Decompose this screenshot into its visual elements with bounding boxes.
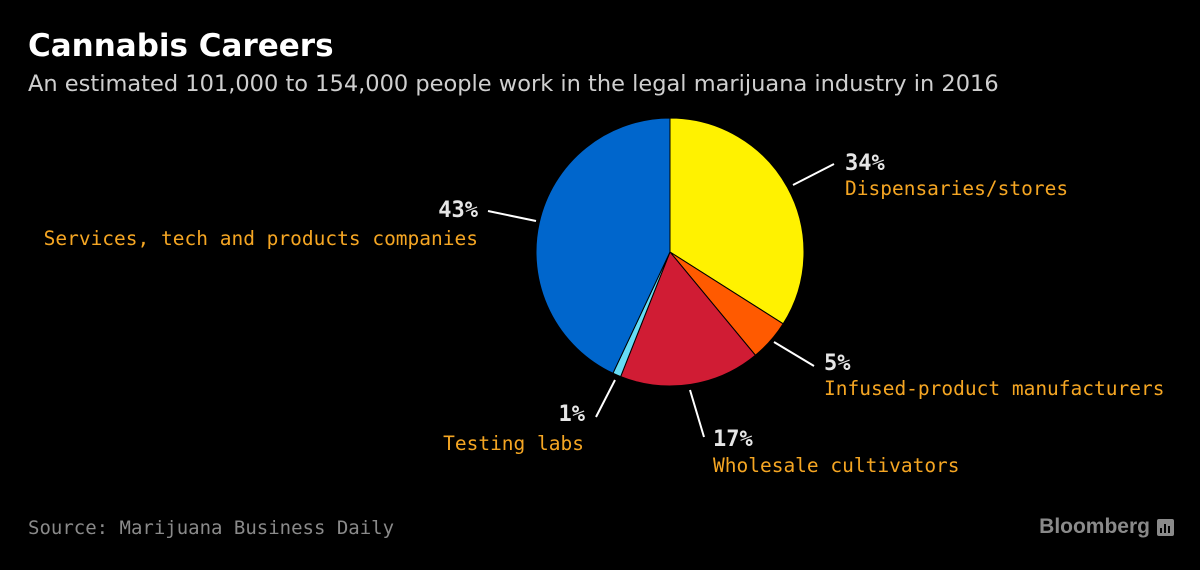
- source-note: Source: Marijuana Business Daily: [28, 517, 395, 539]
- slice-category-label: Dispensaries/stores: [845, 177, 1068, 200]
- slice-category-label: Wholesale cultivators: [713, 454, 960, 477]
- slice-percent-label: 5%: [824, 351, 851, 376]
- slice-percent-label: 17%: [713, 427, 753, 452]
- leader-line: [792, 163, 835, 186]
- leader-line: [773, 341, 815, 367]
- slice-category-label: Services, tech and products companies: [44, 227, 478, 250]
- pie-slice: [669, 117, 805, 325]
- leader-line: [689, 389, 705, 438]
- slice-category-label: Infused-product manufacturers: [824, 377, 1164, 400]
- chart-subtitle: An estimated 101,000 to 154,000 people w…: [28, 71, 999, 97]
- pie-slice: [535, 117, 671, 374]
- slice-percent-label: 43%: [438, 198, 478, 223]
- pie-slice: [620, 251, 757, 387]
- slice-category-label: Testing labs: [443, 432, 584, 455]
- slice-percent-label: 34%: [845, 151, 885, 176]
- bloomberg-logo: Bloomberg: [1039, 515, 1174, 539]
- brand-name: Bloomberg: [1039, 515, 1150, 538]
- leader-line: [487, 210, 537, 222]
- chart-title: Cannabis Careers: [28, 28, 334, 64]
- bar-chart-icon: [1157, 518, 1174, 536]
- leader-line: [595, 379, 616, 418]
- slice-percent-label: 1%: [559, 402, 586, 427]
